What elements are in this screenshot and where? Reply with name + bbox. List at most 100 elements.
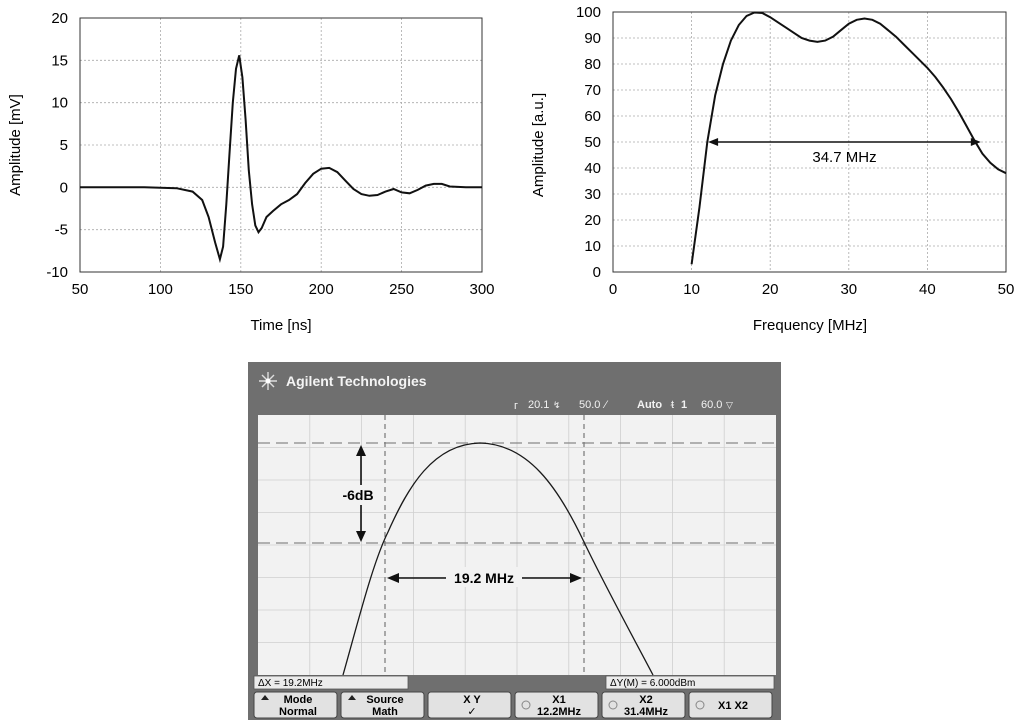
softkey-face[interactable] — [514, 691, 599, 719]
y-tick-label: 20 — [51, 10, 68, 27]
time-domain-chart: 50 100 150 200 250 300 -10 -5 0 5 10 15 20 Time [ns… — [7, 10, 495, 334]
y-tick-labels: -10 -5 0 5 10 15 20 — [46, 10, 68, 281]
delta-y-readout-box — [605, 675, 775, 690]
y-tick-label: 15 — [51, 52, 68, 69]
db-arrowhead-down — [356, 531, 366, 542]
softkey-top-label: X Y — [463, 694, 481, 706]
y-tick-label: -10 — [46, 264, 68, 281]
x-tick-label: 100 — [148, 281, 173, 298]
x-tick-label: 20 — [762, 281, 779, 298]
softkey-bottom-label: 31.4MHz — [624, 706, 669, 718]
y-tick-label: 20 — [584, 212, 601, 229]
oscilloscope-screen: Agilent Technologies ᴦ 20.1 ↯ 50.0 ⁄ Aut… — [248, 362, 781, 720]
delta-x-readout: ΔX = 19.2MHz — [258, 678, 323, 689]
softkey-bottom-label: 12.2MHz — [537, 706, 582, 718]
x-tick-label: 40 — [919, 281, 936, 298]
bw-label-bg — [446, 567, 522, 587]
y-tick-label: 0 — [60, 179, 68, 196]
y-tick-label: 40 — [584, 160, 601, 177]
plot-frame — [612, 11, 1007, 273]
spectrum-trace — [342, 442, 654, 676]
bandwidth-label: 19.2 MHz — [454, 570, 514, 586]
frequency-spectrum-chart: 0 10 20 30 40 50 0 10 20 30 40 50 60 70 80 90 100 34.7 … — [530, 4, 1015, 334]
plot-frame — [79, 17, 483, 273]
softkey-bottom-label: ✓ — [467, 706, 476, 718]
softkey-top-label: X1 — [552, 694, 565, 706]
trigger-mode: Auto — [637, 399, 662, 411]
trigger-marker-icon: ᴦ — [514, 400, 518, 412]
db-arrowhead-up — [356, 445, 366, 456]
x-axis-label: Time [ns] — [250, 317, 311, 334]
arrowhead-left — [708, 138, 719, 146]
y-tick-label: 5 — [60, 137, 68, 154]
bw-arrowhead-right — [570, 573, 582, 583]
y-tick-label: 50 — [584, 134, 601, 151]
delta-y-readout: ΔY(M) = 6.000dBm — [610, 678, 695, 689]
softkey-top-label: X2 — [639, 694, 652, 706]
softkey-up-arrow-icon — [348, 695, 356, 700]
x-tick-label: 300 — [469, 281, 494, 298]
softkey-top-label: X1 X2 — [718, 700, 748, 712]
x-tick-label: 150 — [228, 281, 253, 298]
y-axis-label: Amplitude [a.u.] — [530, 93, 547, 197]
arrowhead-right — [970, 138, 981, 146]
status-bar: ᴦ 20.1 ↯ 50.0 ⁄ Auto ᵵ 1 60.0 ▽ — [514, 399, 733, 412]
x-tick-label: 30 — [840, 281, 857, 298]
x-tick-label: 50 — [998, 281, 1015, 298]
y-tick-label: 60 — [584, 108, 601, 125]
timebase-unit: ⁄ — [602, 399, 609, 411]
db-label: -6dB — [342, 487, 373, 503]
series-line — [690, 11, 1007, 265]
trigger-slope-icon: ᵵ — [670, 399, 675, 411]
knob-icon — [695, 700, 705, 710]
softkey-face[interactable] — [427, 691, 512, 719]
trigger-source: 1 — [681, 399, 687, 411]
softkey-top-label: Mode — [284, 694, 313, 706]
softkey-top-label: Source — [366, 694, 403, 706]
softkey-face[interactable] — [340, 691, 425, 719]
softkey-up-arrow-icon — [261, 695, 269, 700]
knob-icon — [521, 700, 531, 710]
x-tick-label: 250 — [389, 281, 414, 298]
y-tick-label: 30 — [584, 186, 601, 203]
softkey-bottom-label: Math — [372, 706, 398, 718]
x-tick-label: 200 — [309, 281, 334, 298]
x-tick-label: 0 — [609, 281, 617, 298]
y-tick-labels: 0 10 20 30 40 50 60 70 80 90 100 — [576, 4, 601, 281]
timebase: 50.0 — [579, 399, 600, 411]
agilent-logo-icon — [259, 372, 277, 390]
bandwidth-label: 34.7 MHz — [812, 149, 876, 166]
y-tick-label: -5 — [55, 222, 68, 239]
y-tick-label: 0 — [593, 264, 601, 281]
bw-arrowhead-left — [387, 573, 399, 583]
y-tick-label: 100 — [576, 4, 601, 21]
y-axis-label: Amplitude [mV] — [7, 94, 24, 196]
y-tick-label: 70 — [584, 82, 601, 99]
y-tick-label: 80 — [584, 56, 601, 73]
offset-unit: ▽ — [726, 400, 733, 410]
y-tick-label: 10 — [51, 95, 68, 112]
delta-x-readout-box — [253, 675, 409, 690]
softkey-bottom-label: Normal — [279, 706, 317, 718]
x-axis-label: Frequency [MHz] — [753, 317, 867, 334]
x1x2-softkey[interactable]: X1 X2 — [688, 691, 773, 719]
xy-softkey[interactable]: X Y✓ — [427, 691, 512, 719]
trigger-level: 20.1 — [528, 399, 549, 411]
x-tick-label: 50 — [72, 281, 89, 298]
brand-name: Agilent Technologies — [286, 373, 427, 389]
softkey-face[interactable] — [253, 691, 338, 719]
x-tick-labels: 0 10 20 30 40 50 — [609, 281, 1015, 298]
x-tick-label: 10 — [683, 281, 700, 298]
offset: 60.0 — [701, 399, 722, 411]
grid — [79, 17, 483, 273]
softkey-face[interactable] — [601, 691, 686, 719]
bandwidth-annotation: 34.7 MHz — [708, 138, 981, 166]
series-line — [80, 55, 482, 264]
softkey-face[interactable] — [688, 691, 773, 719]
y-tick-label: 10 — [584, 238, 601, 255]
